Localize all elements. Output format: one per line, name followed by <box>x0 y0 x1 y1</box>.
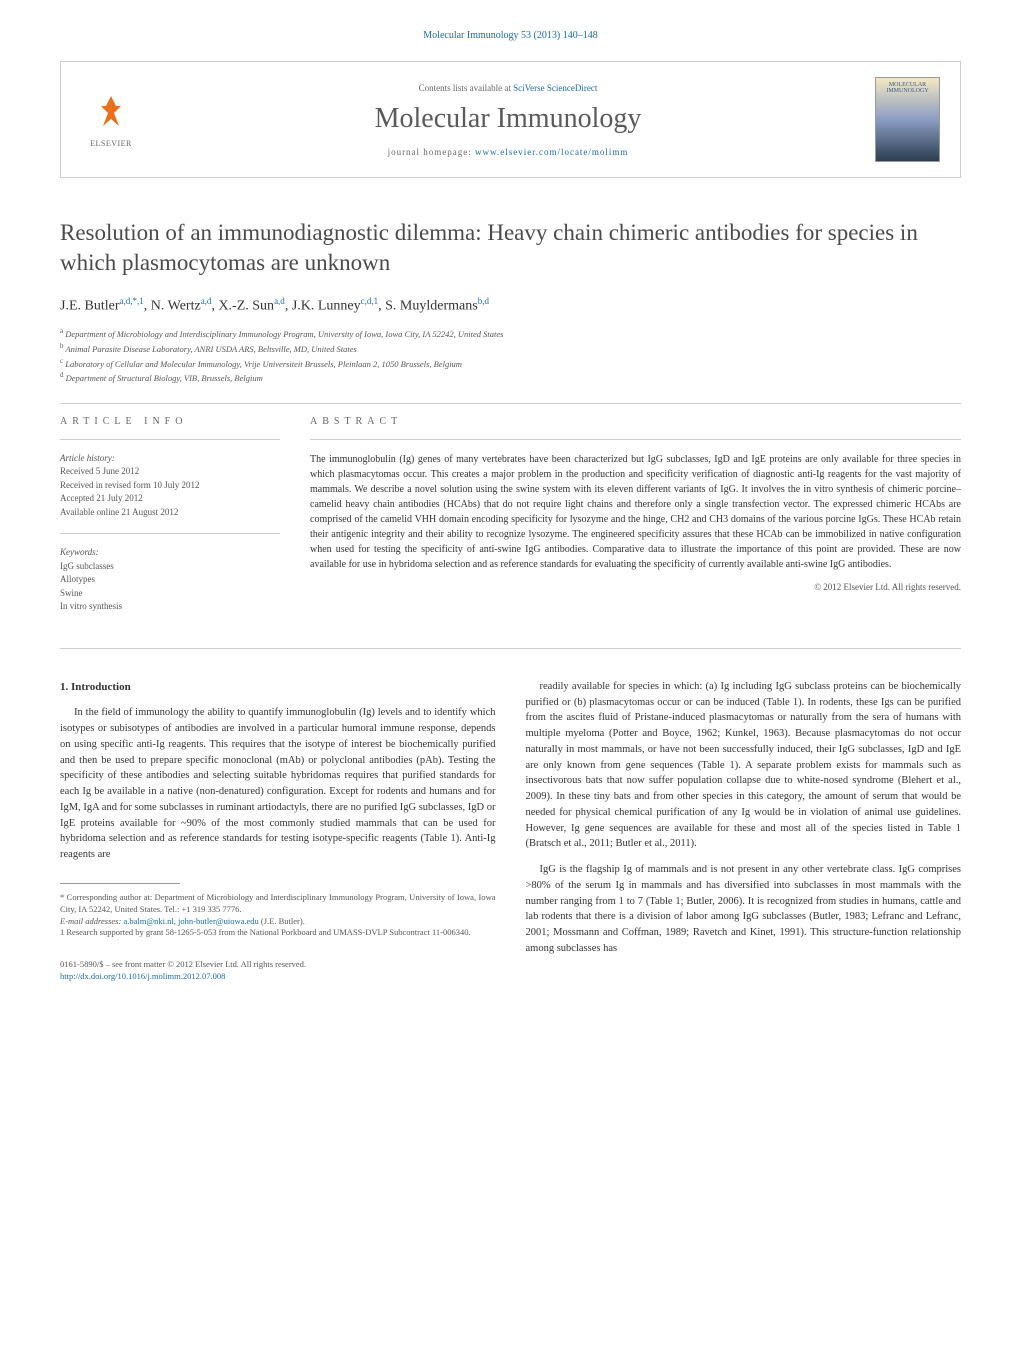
article-info-column: ARTICLE INFO Article history: Received 5… <box>60 416 280 628</box>
affiliation-line: c Laboratory of Cellular and Molecular I… <box>60 356 961 371</box>
email-line: E-mail addresses: a.balm@nki.nl, john-bu… <box>60 916 496 928</box>
section-number: 1. <box>60 681 68 693</box>
funding-note: 1 Research supported by grant 58-1265-5-… <box>60 927 496 939</box>
bottom-meta: 0161-5890/$ – see front matter © 2012 El… <box>60 959 496 983</box>
divider <box>60 403 961 404</box>
history-label: Article history: <box>60 452 280 466</box>
cover-label: MOLECULAR IMMUNOLOGY <box>876 78 939 94</box>
journal-header-box: ELSEVIER Contents lists available at Sci… <box>60 61 961 178</box>
body-paragraph: IgG is the flagship Ig of mammals and is… <box>526 862 962 957</box>
doi-link[interactable]: http://dx.doi.org/10.1016/j.molimm.2012.… <box>60 971 225 981</box>
elsevier-logo: ELSEVIER <box>81 85 141 155</box>
citation-link[interactable]: Molecular Immunology 53 (2013) 140–148 <box>423 30 597 41</box>
issn-line: 0161-5890/$ – see front matter © 2012 El… <box>60 959 496 971</box>
divider <box>60 439 280 440</box>
section-heading-intro: 1. Introduction <box>60 679 496 696</box>
keyword-line: Allotypes <box>60 573 280 587</box>
homepage-link[interactable]: www.elsevier.com/locate/molimm <box>475 147 628 157</box>
divider <box>60 648 961 649</box>
affiliation-line: a Department of Microbiology and Interdi… <box>60 326 961 341</box>
homepage-prefix: journal homepage: <box>388 147 475 157</box>
journal-cover-thumbnail: MOLECULAR IMMUNOLOGY <box>875 77 940 162</box>
history-line: Available online 21 August 2012 <box>60 506 280 520</box>
history-line: Accepted 21 July 2012 <box>60 492 280 506</box>
affiliations: a Department of Microbiology and Interdi… <box>60 326 961 384</box>
footnotes: * Corresponding author at: Department of… <box>60 892 496 940</box>
section-title: Introduction <box>71 681 131 693</box>
email-suffix: (J.E. Butler). <box>259 916 305 926</box>
info-abstract-row: ARTICLE INFO Article history: Received 5… <box>60 416 961 628</box>
authors-line: J.E. Butlera,d,*,1, N. Wertza,d, X.-Z. S… <box>60 296 961 315</box>
email-link-2[interactable]: john-butler@uiowa.edu <box>178 916 259 926</box>
corresponding-author-note: * Corresponding author at: Department of… <box>60 892 496 916</box>
keyword-line: Swine <box>60 587 280 601</box>
contents-line: Contents lists available at SciVerse Sci… <box>141 83 875 93</box>
article-history-block: Article history: Received 5 June 2012Rec… <box>60 452 280 520</box>
journal-title: Molecular Immunology <box>141 103 875 135</box>
keywords-label: Keywords: <box>60 546 280 560</box>
abstract-column: ABSTRACT The immunoglobulin (Ig) genes o… <box>310 416 961 628</box>
homepage-line: journal homepage: www.elsevier.com/locat… <box>141 147 875 157</box>
email-label: E-mail addresses: <box>60 916 123 926</box>
body-paragraph: readily available for species in which: … <box>526 679 962 852</box>
affiliation-line: b Animal Parasite Disease Laboratory, AN… <box>60 341 961 356</box>
body-columns: 1. Introduction In the field of immunolo… <box>60 679 961 983</box>
divider <box>310 439 961 440</box>
abstract-text: The immunoglobulin (Ig) genes of many ve… <box>310 452 961 572</box>
email-link-1[interactable]: a.balm@nki.nl <box>123 916 173 926</box>
footnote-divider <box>60 883 180 884</box>
publisher-name: ELSEVIER <box>90 139 132 148</box>
citation-header: Molecular Immunology 53 (2013) 140–148 <box>60 30 961 41</box>
abstract-copyright: © 2012 Elsevier Ltd. All rights reserved… <box>310 582 961 592</box>
history-line: Received 5 June 2012 <box>60 465 280 479</box>
sciencedirect-link[interactable]: SciVerse ScienceDirect <box>513 83 597 93</box>
article-info-heading: ARTICLE INFO <box>60 416 280 427</box>
keyword-line: In vitro synthesis <box>60 600 280 614</box>
article-title: Resolution of an immunodiagnostic dilemm… <box>60 218 961 278</box>
keyword-line: IgG subclasses <box>60 560 280 574</box>
header-center: Contents lists available at SciVerse Sci… <box>141 83 875 157</box>
body-column-left: 1. Introduction In the field of immunolo… <box>60 679 496 983</box>
body-column-right: readily available for species in which: … <box>526 679 962 983</box>
body-paragraph: In the field of immunology the ability t… <box>60 705 496 863</box>
elsevier-tree-icon <box>91 91 131 139</box>
contents-prefix: Contents lists available at <box>419 83 513 93</box>
affiliation-line: d Department of Structural Biology, VIB,… <box>60 370 961 385</box>
divider <box>60 533 280 534</box>
keywords-block: Keywords: IgG subclassesAllotypesSwineIn… <box>60 546 280 614</box>
history-line: Received in revised form 10 July 2012 <box>60 479 280 493</box>
abstract-heading: ABSTRACT <box>310 416 961 427</box>
